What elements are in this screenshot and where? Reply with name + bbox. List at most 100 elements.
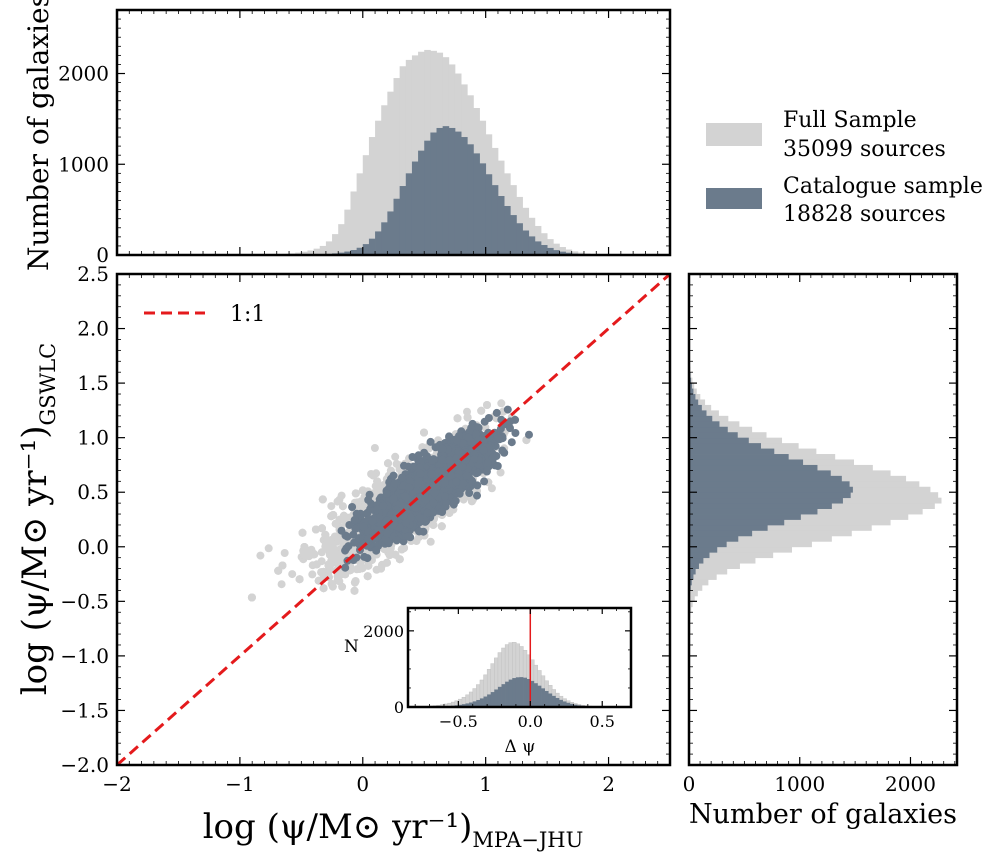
legend-label-catalogue-sample: Catalogue sample xyxy=(783,174,983,199)
top-hist-bar-full xyxy=(368,137,376,255)
top-hist-bar-catalogue xyxy=(547,247,554,255)
scatter-point-catalogue xyxy=(344,542,353,551)
scatter-point-full xyxy=(453,414,462,423)
scatter-point-catalogue xyxy=(525,430,533,439)
top-histogram-frame xyxy=(115,8,672,257)
scatter-point-catalogue xyxy=(511,429,520,437)
scatter-point-full xyxy=(385,551,394,559)
scatter-point-full xyxy=(280,549,289,557)
scatter-point-catalogue xyxy=(364,527,373,536)
top-hist-bar-full xyxy=(381,105,388,256)
scatter-point-full xyxy=(288,570,297,579)
top-hist-bar-catalogue xyxy=(528,236,536,255)
scatter-point-full xyxy=(426,537,435,546)
scatter-point-full xyxy=(463,413,472,422)
scatter-point-full xyxy=(300,543,309,551)
scatter-point-catalogue xyxy=(372,546,381,555)
scatter-point-full xyxy=(467,497,476,506)
top-hist-bar-catalogue xyxy=(424,140,431,255)
top-hist-bar-catalogue xyxy=(559,251,566,255)
top-hist-bar-catalogue xyxy=(448,127,456,255)
legend: Full Sample 35099 sources Catalogue samp… xyxy=(706,108,983,227)
top-y-tick-label: 1000 xyxy=(58,152,109,176)
top-hist-bar-full xyxy=(307,250,315,255)
legend-swatch-catalogue-sample xyxy=(706,188,762,209)
top-hist-bar-catalogue xyxy=(504,206,511,255)
scatter-point-full xyxy=(463,407,471,416)
scatter-points xyxy=(247,399,533,602)
scatter-point-catalogue xyxy=(449,500,458,509)
scatter-point-catalogue xyxy=(462,471,471,480)
scatter-point-catalogue xyxy=(365,490,374,499)
scatter-point-full xyxy=(328,582,337,591)
scatter-panel: 1:1 −2 −1 0 1 2−2.0−1.5−1.0−0.50.00.51.01.52… xyxy=(15,262,672,852)
scatter-point-full xyxy=(335,515,344,524)
scatter-point-catalogue xyxy=(465,489,474,497)
scatter-point-full xyxy=(338,502,347,511)
scatter-point-full xyxy=(487,484,496,493)
top-hist-bar-catalogue xyxy=(540,245,548,255)
top-hist-bar-full xyxy=(319,245,327,255)
top-hist-bar-catalogue xyxy=(473,153,480,255)
top-y-tick-label: 0 xyxy=(96,243,109,267)
scatter-point-full xyxy=(321,530,330,539)
top-hist-bar-full xyxy=(565,249,573,255)
scatter-point-catalogue xyxy=(404,532,413,541)
scatter-point-full xyxy=(358,486,367,495)
scatter-point-catalogue xyxy=(426,437,435,446)
top-hist-bar-full xyxy=(338,224,345,255)
scatter-point-full xyxy=(496,468,505,477)
top-hist-bar-catalogue xyxy=(461,137,468,255)
scatter-point-full xyxy=(333,532,342,541)
top-hist-bar-catalogue xyxy=(436,127,444,255)
top-hist-bar-catalogue xyxy=(467,144,474,255)
scatter-point-full xyxy=(256,551,265,560)
scatter-point-full xyxy=(317,548,326,557)
top-hist-bar-catalogue xyxy=(381,222,388,255)
scatter-point-catalogue xyxy=(383,529,392,538)
scatter-point-catalogue xyxy=(472,430,481,438)
scatter-point-catalogue xyxy=(345,521,354,529)
scatter-point-full xyxy=(391,452,400,461)
scatter-point-full xyxy=(351,489,360,498)
scatter-point-catalogue xyxy=(473,481,482,490)
scatter-point-catalogue xyxy=(498,446,507,455)
scatter-point-full xyxy=(373,477,382,486)
top-hist-bar-catalogue xyxy=(497,196,505,255)
top-hist-bar-full xyxy=(387,91,394,256)
top-hist-bar-catalogue xyxy=(411,161,419,255)
legend-count-catalogue-sample: 18828 sources xyxy=(783,202,946,227)
scatter-point-catalogue xyxy=(363,508,372,517)
scatter-point-full xyxy=(308,570,317,579)
scatter-point-full xyxy=(327,502,336,511)
scatter-point-full xyxy=(311,525,320,534)
scatter-point-full xyxy=(274,566,283,575)
top-hist-bar-catalogue xyxy=(418,150,425,255)
scatter-point-full xyxy=(420,428,428,437)
scatter-point-full xyxy=(318,495,327,504)
legend-label-full-sample: Full Sample xyxy=(783,108,917,133)
top-hist-bar-full xyxy=(411,55,419,256)
top-hist-bar-full xyxy=(399,66,407,255)
top-hist-bar-catalogue xyxy=(454,131,462,255)
top-hist-bar-catalogue xyxy=(491,185,499,255)
top-hist-bar-catalogue xyxy=(387,211,394,255)
top-hist-bar-catalogue xyxy=(393,198,401,255)
top-hist-bar-full xyxy=(356,173,364,255)
scatter-point-catalogue xyxy=(484,458,492,467)
top-hist-bar-catalogue xyxy=(479,163,487,255)
scatter-point-catalogue xyxy=(337,526,346,535)
scatter-point-full xyxy=(325,560,334,568)
scatter-point-catalogue xyxy=(438,508,447,516)
top-histogram-bars xyxy=(252,49,634,256)
top-hist-bar-catalogue xyxy=(510,215,517,255)
scatter-point-catalogue xyxy=(464,433,473,442)
top-hist-bar-catalogue xyxy=(344,251,351,255)
top-hist-bar-full xyxy=(375,120,382,255)
top-hist-bar-catalogue xyxy=(368,238,376,255)
scatter-point-full xyxy=(332,554,341,563)
scatter-point-full xyxy=(477,406,486,415)
top-hist-bar-catalogue xyxy=(522,230,530,255)
top-hist-bar-full xyxy=(332,234,339,255)
